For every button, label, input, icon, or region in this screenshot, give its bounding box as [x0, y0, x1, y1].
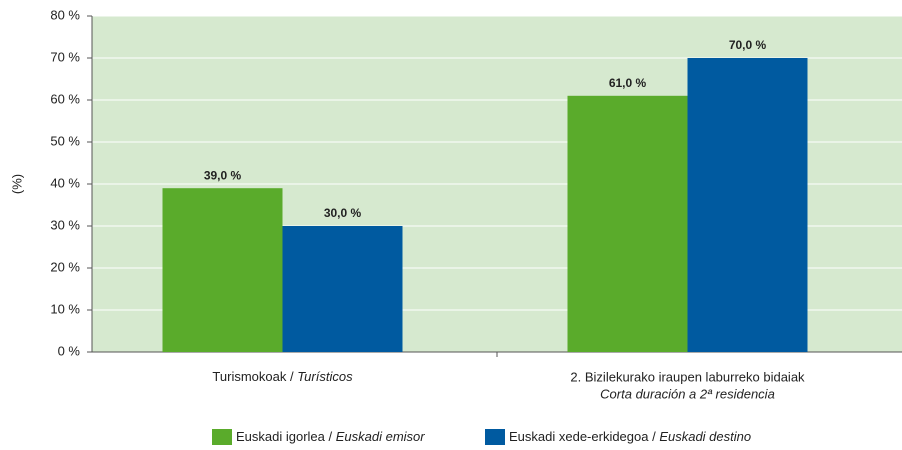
y-tick-label: 0 %: [58, 343, 81, 358]
bar: [687, 58, 808, 352]
bar: [162, 188, 283, 352]
legend-label: Euskadi igorlea / Euskadi emisor: [236, 429, 425, 444]
y-tick-label: 50 %: [50, 133, 80, 148]
legend-label: Euskadi xede-erkidegoa / Euskadi destino: [509, 429, 751, 444]
x-tick-label-part: Turísticos: [297, 369, 353, 384]
legend-swatch: [212, 429, 232, 445]
value-label: 39,0 %: [204, 168, 242, 182]
x-tick-label: 2. Bizilekurako iraupen laburreko bidaia…: [570, 369, 805, 384]
legend-label-part: Euskadi xede-erkidegoa /: [509, 429, 659, 444]
x-tick-label: Corta duración a 2ª residencia: [600, 386, 775, 401]
y-tick-label: 10 %: [50, 301, 80, 316]
y-tick-label: 70 %: [50, 49, 80, 64]
legend-label-part: Euskadi igorlea /: [236, 429, 336, 444]
legend-swatch: [485, 429, 505, 445]
x-tick-label: Turismokoak / Turísticos: [212, 369, 353, 384]
value-label: 30,0 %: [324, 206, 362, 220]
x-tick-label-part: Turismokoak /: [212, 369, 297, 384]
y-tick-label: 20 %: [50, 259, 80, 274]
value-label: 61,0 %: [609, 76, 647, 90]
legend-label-part: Euskadi emisor: [336, 429, 426, 444]
bar: [567, 95, 688, 353]
legend-label-part: Euskadi destino: [659, 429, 751, 444]
value-label: 70,0 %: [729, 38, 767, 52]
y-axis-label: (%): [9, 174, 24, 194]
y-tick-label: 80 %: [50, 7, 80, 22]
bar: [282, 226, 403, 352]
y-tick-label: 30 %: [50, 217, 80, 232]
y-tick-label: 40 %: [50, 175, 80, 190]
y-tick-label: 60 %: [50, 91, 80, 106]
